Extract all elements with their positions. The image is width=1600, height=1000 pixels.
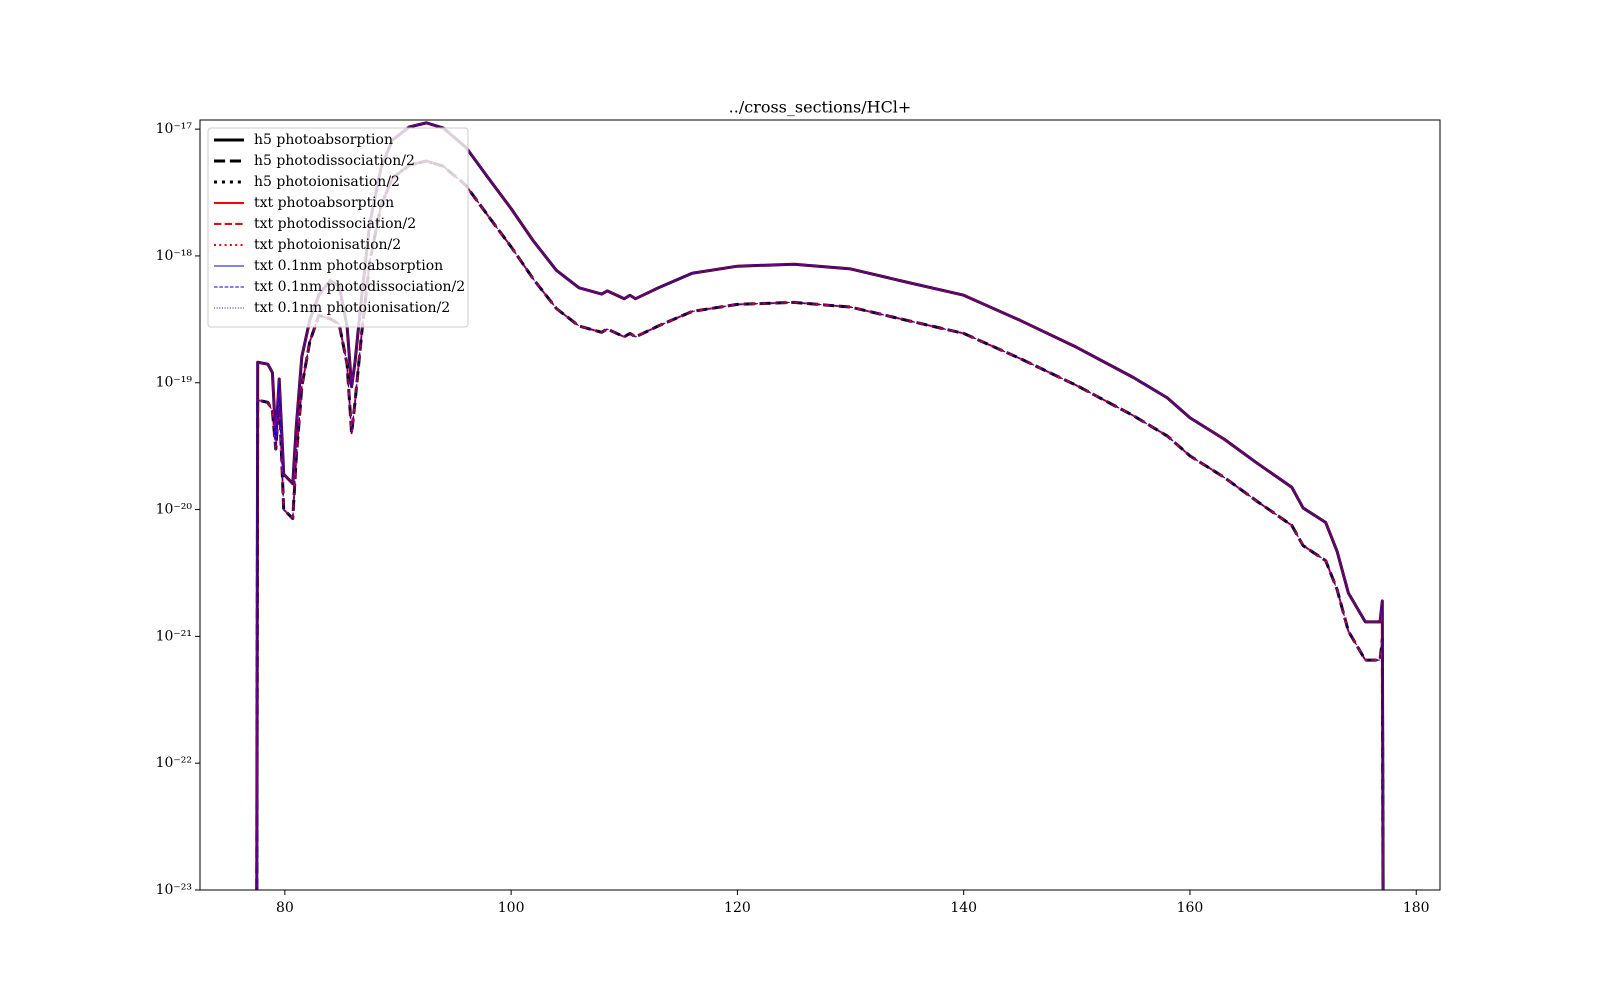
legend-label: h5 photodissociation/2 bbox=[254, 153, 415, 169]
y-tick-label: 10⁻²¹ bbox=[156, 628, 192, 644]
legend-label: txt photoionisation/2 bbox=[254, 237, 401, 253]
series-line bbox=[256, 160, 1384, 890]
axes-frame bbox=[199, 119, 1441, 891]
legend-label: txt 0.1nm photodissociation/2 bbox=[254, 279, 465, 295]
legend-label: txt 0.1nm photoionisation/2 bbox=[254, 300, 450, 316]
x-tick-label: 180 bbox=[1403, 900, 1430, 916]
x-tick-label: 100 bbox=[498, 900, 525, 916]
x-tick-label: 80 bbox=[276, 900, 294, 916]
y-tick-label: 10⁻¹⁸ bbox=[156, 248, 193, 264]
legend-box bbox=[207, 127, 469, 328]
y-tick-label: 10⁻¹⁷ bbox=[156, 121, 193, 137]
legend-label: txt 0.1nm photoabsorption bbox=[254, 258, 443, 274]
y-tick-label: 10⁻¹⁹ bbox=[156, 375, 193, 391]
legend-label: txt photoabsorption bbox=[254, 195, 394, 211]
x-tick-label: 140 bbox=[950, 900, 977, 916]
chart-title: ../cross_sections/HCl+ bbox=[729, 98, 912, 117]
series-line bbox=[256, 122, 1384, 890]
x-tick-label: 120 bbox=[724, 900, 751, 916]
y-tick-label: 10⁻²³ bbox=[156, 882, 192, 898]
legend-label: h5 photoionisation/2 bbox=[254, 174, 400, 190]
x-tick-label: 160 bbox=[1177, 900, 1204, 916]
legend: h5 photoabsorption h5 photodissociation/2… bbox=[207, 127, 469, 328]
legend-label: txt photodissociation/2 bbox=[254, 216, 416, 232]
y-tick-label: 10⁻²² bbox=[156, 755, 192, 771]
y-tick-label: 10⁻²⁰ bbox=[156, 502, 193, 518]
legend-label: h5 photoabsorption bbox=[254, 132, 393, 148]
